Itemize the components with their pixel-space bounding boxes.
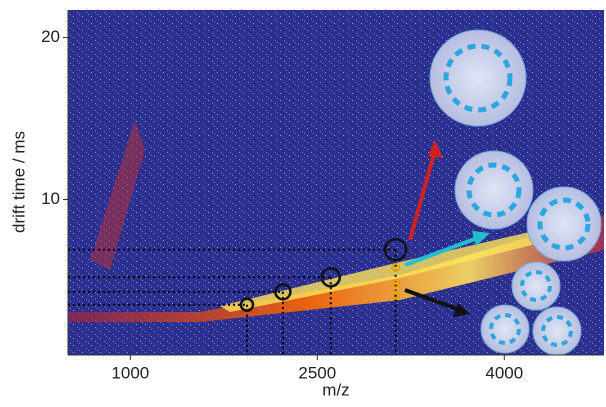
- x-axis-label: m/z: [322, 380, 349, 399]
- chart: m/z drift time / ms 1000 2500 4000 10 20: [0, 0, 606, 402]
- x-tick-label: 4000: [485, 363, 523, 382]
- x-tick-label: 1000: [111, 363, 149, 382]
- y-tick-label: 10: [41, 189, 60, 208]
- y-axis-label: drift time / ms: [9, 131, 28, 233]
- y-tick-label: 20: [41, 27, 60, 46]
- x-tick-label: 2500: [298, 363, 336, 382]
